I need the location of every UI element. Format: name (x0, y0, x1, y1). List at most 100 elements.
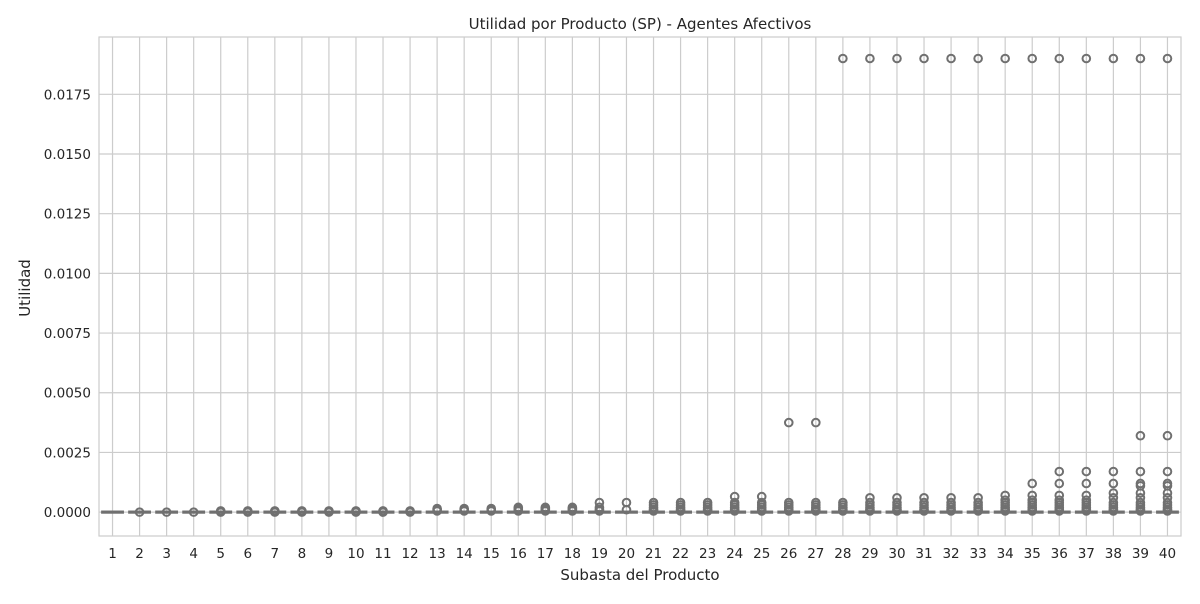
outlier-point (892, 53, 902, 64)
outlier-point (1162, 488, 1173, 498)
y-tick-label: 0.0125 (44, 207, 91, 223)
x-tick-label: 23 (699, 546, 716, 562)
outlier-point (215, 507, 226, 517)
outlier-point (1108, 488, 1119, 498)
outlier-point (1054, 466, 1065, 477)
outlier-point (161, 507, 172, 517)
outlier-point (919, 506, 929, 516)
outlier-point (1162, 430, 1173, 441)
x-tick-label: 13 (429, 546, 446, 562)
outlier-point (946, 506, 956, 516)
outlier-point (1135, 53, 1146, 64)
x-tick-label: 21 (645, 546, 662, 562)
x-tick-label: 19 (591, 546, 608, 562)
outlier-point (134, 507, 145, 517)
x-tick-label: 14 (456, 546, 473, 562)
outlier-point (297, 507, 307, 517)
outlier-point (621, 504, 632, 515)
x-tick-label: 30 (888, 546, 905, 562)
outlier-point (1135, 488, 1146, 498)
x-tick-label: 16 (510, 546, 527, 562)
outlier-point (1054, 478, 1065, 489)
x-tick-label: 29 (861, 546, 878, 562)
outlier-point (865, 506, 875, 516)
x-tick-label: 10 (347, 546, 364, 562)
outlier-point (513, 506, 524, 516)
x-tick-label: 9 (325, 546, 334, 562)
x-tick-label: 26 (780, 546, 797, 562)
outlier-point (1108, 466, 1119, 477)
outlier-point (405, 507, 415, 517)
y-axis-label: Utilidad (16, 259, 34, 317)
outlier-point (1108, 506, 1119, 516)
outlier-point (351, 507, 361, 517)
outlier-point (459, 506, 469, 516)
outlier-point (675, 506, 686, 516)
x-tick-label: 15 (483, 546, 500, 562)
x-tick-label: 24 (726, 546, 743, 562)
outlier-point (378, 507, 388, 517)
grid-layer (99, 37, 1181, 536)
outlier-layer (134, 53, 1173, 517)
x-tick-label: 22 (672, 546, 689, 562)
x-tick-label: 17 (537, 546, 554, 562)
outlier-point (1054, 53, 1065, 64)
outlier-point (594, 506, 605, 516)
x-tick-label: 33 (970, 546, 987, 562)
x-tick-label: 2 (135, 546, 144, 562)
y-tick-label: 0.0025 (44, 445, 91, 461)
outlier-point (783, 506, 794, 516)
y-tick-label: 0.0175 (44, 87, 91, 103)
outlier-point (188, 507, 199, 517)
outlier-point (648, 506, 659, 516)
plot-frame (98, 36, 1182, 537)
outlier-point (729, 506, 740, 516)
outlier-point (1108, 53, 1119, 64)
x-tick-label: 11 (374, 546, 391, 562)
outlier-point (1081, 466, 1092, 477)
x-tick-label: 38 (1105, 546, 1122, 562)
chart-title: Utilidad por Producto (SP) - Agentes Afe… (469, 15, 812, 33)
outlier-point (486, 506, 497, 516)
tick-layer: 0.0000 0.0025 0.0050 0.0075 0.0100 0.0125 0.01… (44, 87, 1176, 562)
outlier-point (1081, 53, 1092, 64)
outlier-point (811, 417, 821, 428)
outlier-point (1135, 506, 1146, 516)
x-axis-label: Subasta del Producto (560, 566, 719, 584)
outlier-point (567, 506, 578, 516)
outlier-point (756, 506, 767, 516)
x-tick-label: 5 (216, 546, 225, 562)
outlier-point (838, 53, 848, 64)
outlier-point (1081, 478, 1092, 489)
outlier-point (1108, 478, 1119, 489)
outlier-point (1081, 506, 1092, 516)
x-tick-label: 35 (1024, 546, 1041, 562)
outlier-point (324, 507, 334, 517)
outlier-point (702, 506, 713, 516)
outlier-point (838, 506, 848, 516)
outlier-point (892, 506, 902, 516)
x-tick-label: 12 (401, 546, 418, 562)
outlier-point (540, 506, 551, 516)
outlier-point (1027, 53, 1038, 64)
x-tick-label: 18 (564, 546, 581, 562)
outlier-point (1000, 506, 1010, 516)
x-tick-label: 3 (162, 546, 171, 562)
outlier-point (1135, 466, 1146, 477)
x-tick-label: 7 (271, 546, 280, 562)
y-tick-label: 0.0100 (44, 266, 91, 282)
x-tick-label: 31 (915, 546, 932, 562)
x-tick-label: 1 (108, 546, 117, 562)
x-tick-label: 39 (1132, 546, 1149, 562)
x-tick-label: 20 (618, 546, 635, 562)
outlier-point (783, 417, 794, 428)
y-tick-label: 0.0075 (44, 326, 91, 342)
x-tick-label: 32 (942, 546, 959, 562)
y-tick-label: 0.0000 (44, 505, 91, 521)
outlier-point (946, 53, 956, 64)
outlier-point (242, 507, 253, 517)
x-tick-label: 40 (1159, 546, 1176, 562)
x-tick-label: 34 (997, 546, 1014, 562)
